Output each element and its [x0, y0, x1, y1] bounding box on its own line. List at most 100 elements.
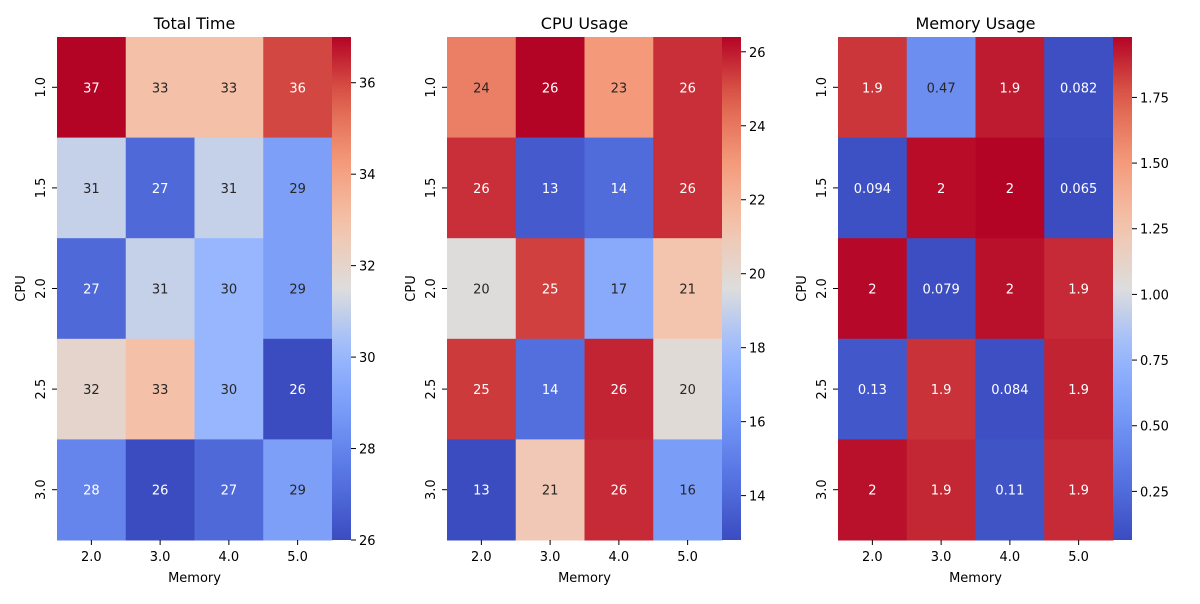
heatmap-cell	[515, 439, 585, 541]
heatmap-cell	[906, 137, 976, 239]
cell-value-label: 14	[611, 182, 628, 197]
x-tick-label: 3.0	[150, 550, 171, 565]
heatmap-cell	[515, 137, 585, 239]
colorbar-tick-label: 1.75	[1140, 91, 1169, 106]
heatmap-cell	[515, 238, 585, 340]
colorbar-tick-label: 26	[359, 534, 376, 549]
cell-value-label: 0.47	[927, 81, 956, 96]
x-tick-label: 4.0	[1000, 550, 1021, 565]
heatmap-cell	[263, 338, 333, 440]
colorbar-tick-label: 0.50	[1140, 420, 1169, 435]
y-tick-label: 2.5	[815, 379, 830, 400]
y-axis-label: CPU	[795, 275, 810, 301]
cell-value-label: 2	[868, 484, 876, 499]
x-tick-label: 2.0	[471, 550, 492, 565]
heatmap-cell	[125, 37, 195, 139]
cell-value-label: 2	[868, 283, 876, 298]
heatmap-cell	[584, 137, 654, 239]
y-axis-label: CPU	[404, 275, 419, 301]
cell-value-label: 27	[152, 182, 169, 197]
heatmap-cell	[194, 238, 264, 340]
x-tick-label: 2.0	[862, 550, 883, 565]
colorbar	[1113, 37, 1132, 540]
heatmap-cell	[584, 338, 654, 440]
cell-value-label: 27	[83, 283, 100, 298]
heatmap-cell	[838, 37, 908, 139]
heatmap-panel-2: 24 26 23 26 26 13 14 26 20 25 17 21 25 14 26 20 13 21 26 16…	[404, 14, 766, 586]
y-tick-label: 1.0	[815, 77, 830, 98]
colorbar-tick-label: 26	[749, 46, 766, 61]
colorbar	[722, 37, 741, 540]
colorbar-tick-label: 22	[749, 194, 766, 209]
heatmap-cell	[57, 37, 127, 139]
heatmap-cell	[125, 238, 195, 340]
heatmap-cell	[263, 439, 333, 541]
heatmap-cell	[194, 37, 264, 139]
x-tick-label: 4.0	[609, 550, 630, 565]
cell-value-label: 36	[289, 81, 306, 96]
cell-value-label: 26	[679, 81, 696, 96]
heatmap-cell	[515, 338, 585, 440]
cell-value-label: 21	[679, 283, 696, 298]
x-axis-label: Memory	[558, 571, 611, 586]
heatmap-cell	[906, 37, 976, 139]
cell-value-label: 13	[473, 484, 490, 499]
heatmap-cell	[447, 137, 517, 239]
heatmap-cell	[263, 238, 333, 340]
chart-title: CPU Usage	[541, 14, 628, 33]
colorbar-tick-label: 1.50	[1140, 157, 1169, 172]
cell-value-label: 21	[542, 484, 559, 499]
cell-value-label: 26	[289, 383, 306, 398]
y-axis-label: CPU	[14, 275, 29, 301]
cell-value-label: 2	[1006, 182, 1014, 197]
heatmap-panel-3: 1.9 0.47 1.9 0.082 0.094 2 2 0.065 2 0.079 2 1.9 0.1…	[795, 14, 1169, 586]
chart-title: Memory Usage	[915, 14, 1035, 33]
cell-value-label: 31	[152, 283, 169, 298]
heatmap-cell	[653, 238, 723, 340]
cell-value-label: 1.9	[862, 81, 883, 96]
x-tick-label: 3.0	[931, 550, 952, 565]
y-tick-label: 2.5	[424, 379, 439, 400]
cell-value-label: 2	[937, 182, 945, 197]
heatmap-cell	[653, 439, 723, 541]
y-tick-label: 1.0	[424, 77, 439, 98]
cell-value-label: 25	[473, 383, 490, 398]
cell-value-label: 24	[473, 81, 490, 96]
heatmap-cell	[584, 37, 654, 139]
colorbar-tick-label: 14	[749, 490, 766, 505]
heatmap-cell	[584, 238, 654, 340]
heatmap-cell	[57, 439, 127, 541]
y-tick-label: 2.5	[34, 379, 49, 400]
cell-value-label: 26	[611, 383, 628, 398]
colorbar-tick-label: 32	[359, 260, 376, 275]
colorbar-tick-label: 20	[749, 268, 766, 283]
cell-value-label: 1.9	[1068, 383, 1089, 398]
cell-value-label: 0.11	[995, 484, 1024, 499]
heatmap-cell	[447, 238, 517, 340]
heatmap-cell	[838, 338, 908, 440]
heatmap-cell	[57, 137, 127, 239]
heatmap-cell	[975, 439, 1045, 541]
heatmap-cell	[125, 439, 195, 541]
cell-value-label: 29	[289, 484, 306, 499]
cell-value-label: 1.9	[1068, 484, 1089, 499]
colorbar-tick-label: 24	[749, 120, 766, 135]
y-tick-label: 2.0	[424, 278, 439, 299]
cell-value-label: 1.9	[931, 484, 952, 499]
colorbar-tick-label: 0.75	[1140, 354, 1169, 369]
x-tick-label: 5.0	[1068, 550, 1089, 565]
cell-value-label: 13	[542, 182, 559, 197]
colorbar-tick-label: 28	[359, 443, 376, 458]
cell-value-label: 0.094	[854, 182, 891, 197]
cell-value-label: 32	[83, 383, 100, 398]
heatmap-cell	[194, 439, 264, 541]
y-tick-label: 1.5	[815, 178, 830, 199]
cell-value-label: 26	[152, 484, 169, 499]
heatmap-cell	[263, 137, 333, 239]
heatmap-cell	[653, 338, 723, 440]
y-tick-label: 3.0	[815, 479, 830, 500]
heatmap-panel-1: 37 33 33 36 31 27 31 29 27 31 30 29 32 33 30 26 28 26 27 29…	[14, 14, 376, 586]
heatmap-cell	[975, 238, 1045, 340]
